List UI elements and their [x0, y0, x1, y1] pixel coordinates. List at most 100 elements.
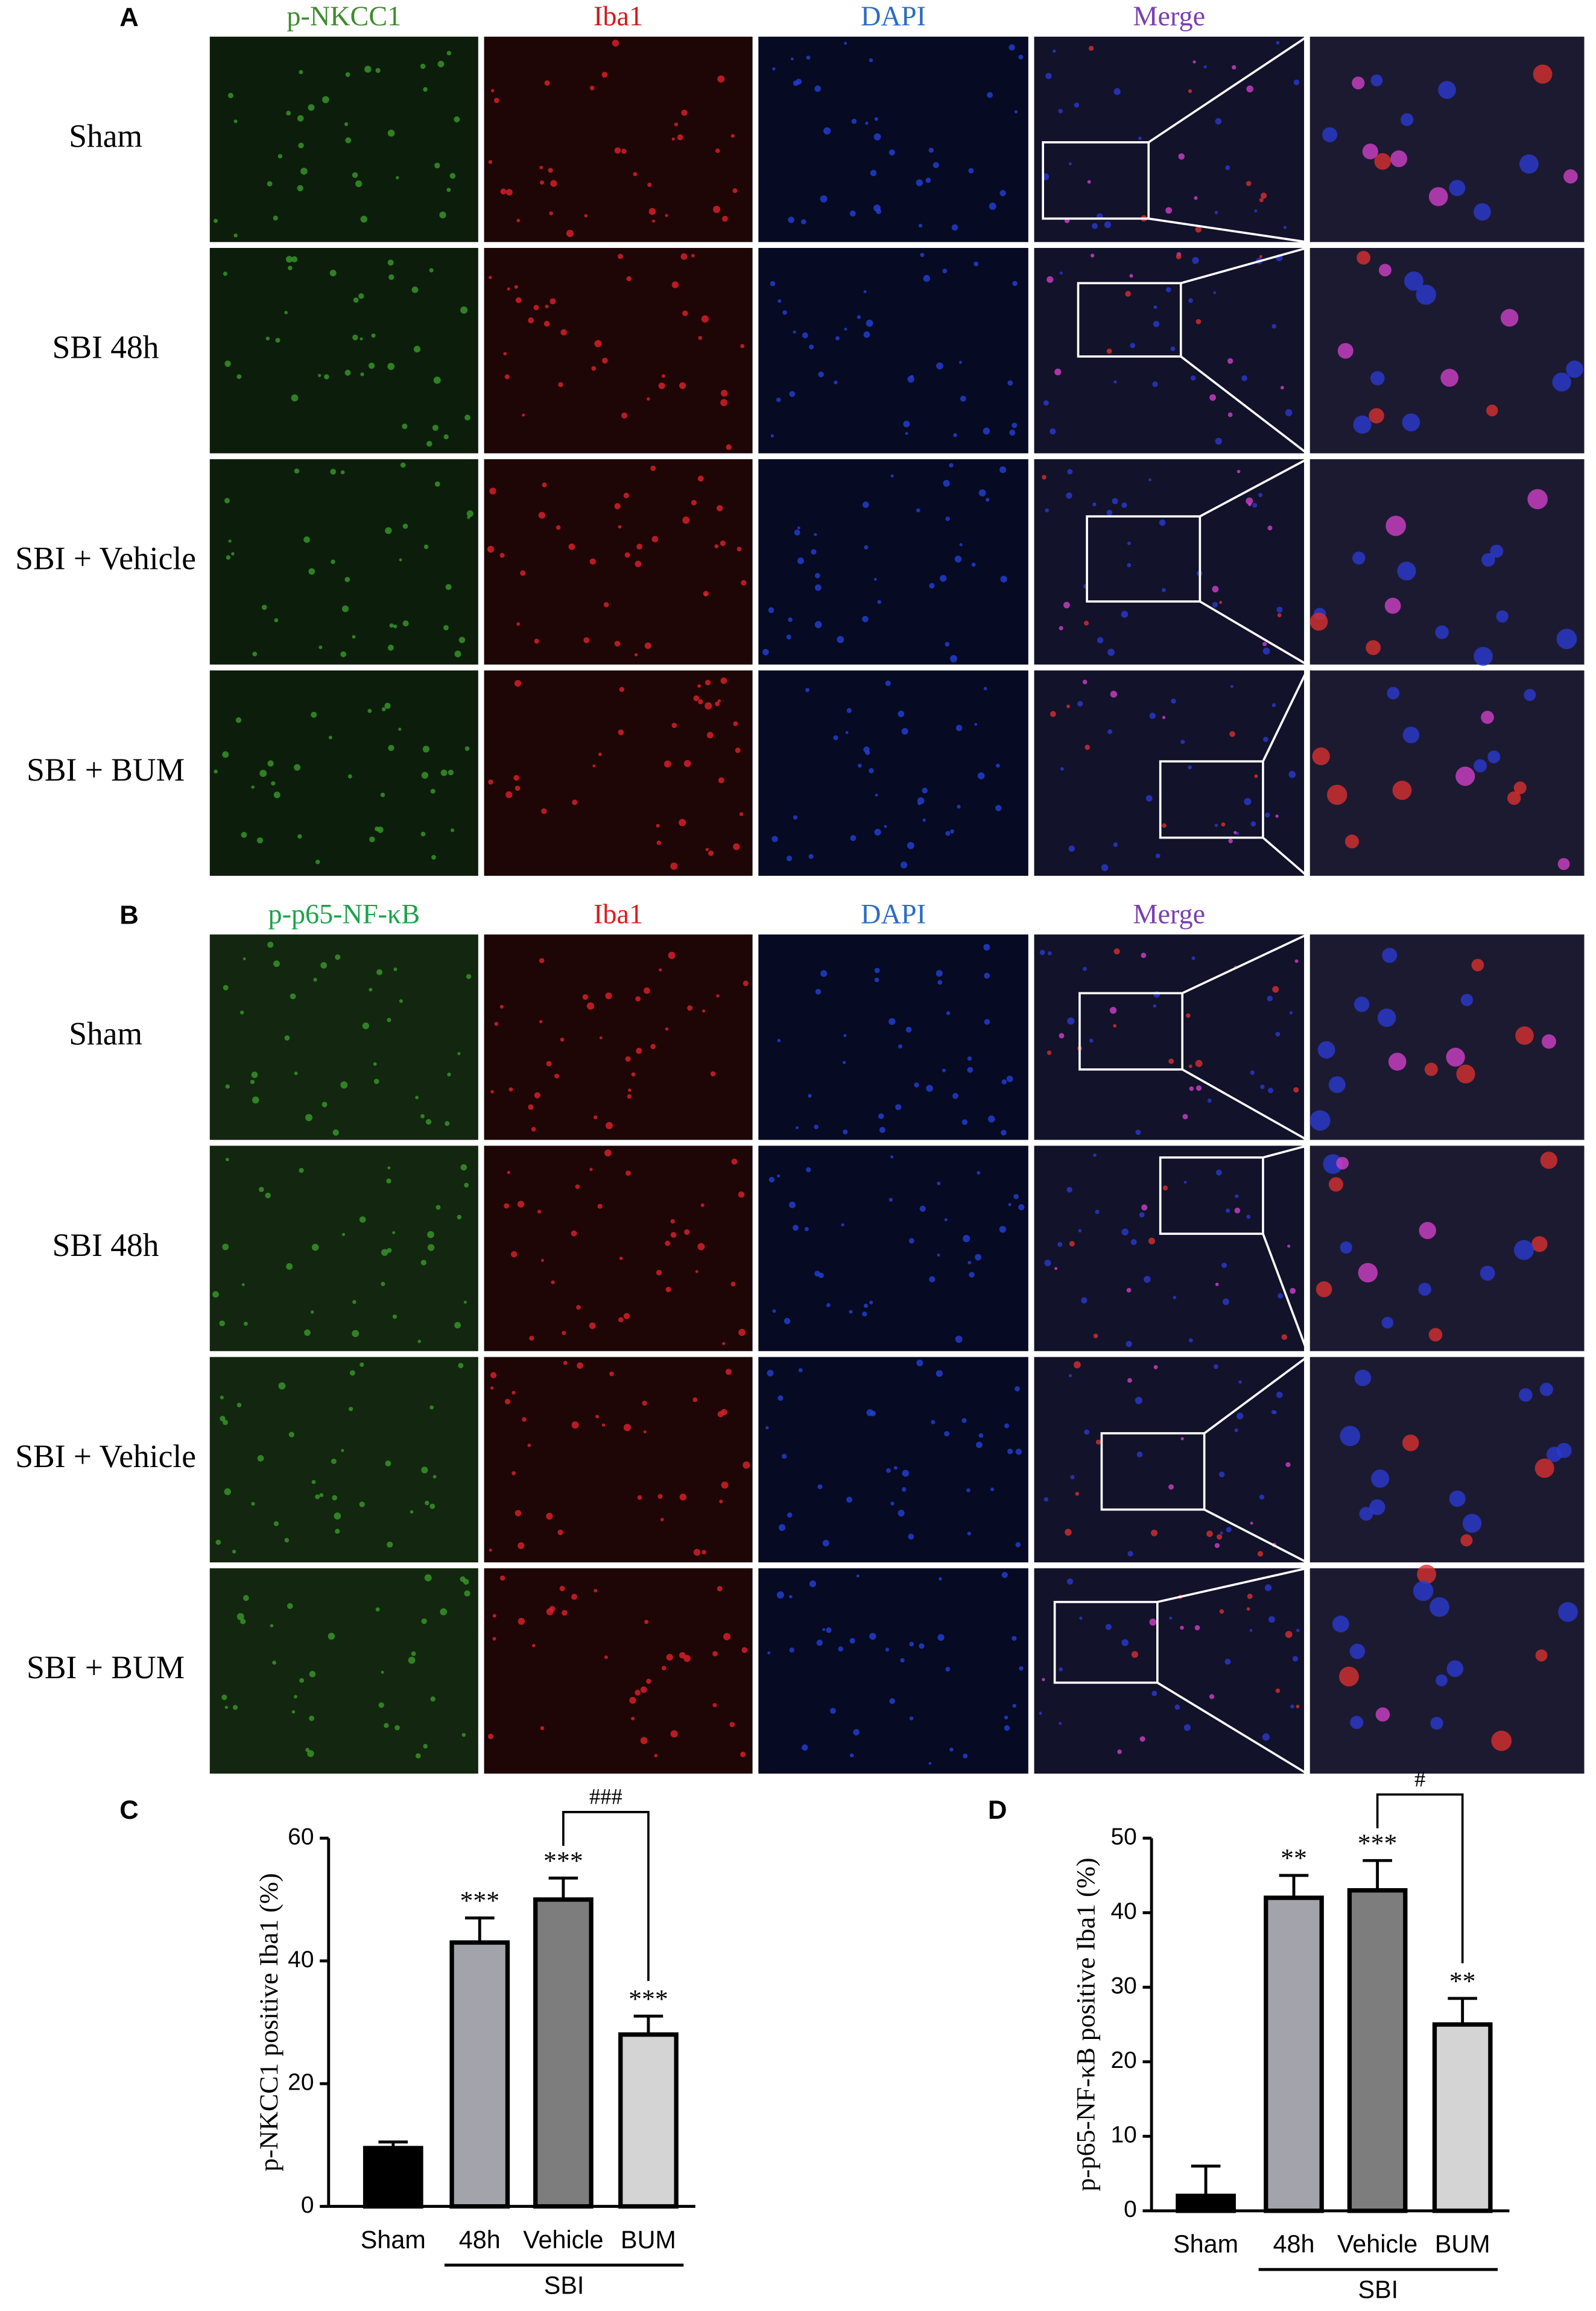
- zoom-box: [1159, 1156, 1264, 1235]
- cell: [533, 305, 539, 311]
- cell: [1015, 1542, 1021, 1548]
- group-label: SBI + BUM: [27, 1649, 185, 1685]
- cell: [1117, 1749, 1122, 1754]
- cell: [677, 134, 683, 141]
- zoom-line: [1262, 1144, 1308, 1159]
- cell: [844, 328, 847, 331]
- cell: [822, 1539, 829, 1547]
- cell: [1285, 1631, 1293, 1638]
- cell: [1481, 711, 1494, 724]
- cell: [1214, 211, 1218, 215]
- cell: [826, 1303, 831, 1307]
- cell: [308, 104, 315, 111]
- micrograph: [484, 934, 753, 1140]
- channel-label: Merge: [1133, 899, 1205, 930]
- cell: [937, 1253, 940, 1257]
- cell: [978, 1433, 984, 1438]
- cell: [328, 1632, 335, 1640]
- cell: [916, 1359, 923, 1366]
- cell: [1012, 281, 1018, 287]
- cell: [433, 376, 441, 384]
- cell: [348, 1407, 353, 1412]
- cell: [265, 336, 270, 341]
- micrograph: [1309, 934, 1585, 1140]
- cell: [540, 1258, 544, 1262]
- cell: [960, 395, 966, 402]
- y-tick-label: 10: [1110, 2122, 1136, 2148]
- cell: [225, 1158, 229, 1162]
- cell: [858, 763, 862, 768]
- cell: [303, 536, 310, 543]
- cell: [334, 1512, 341, 1520]
- cell: [272, 1660, 277, 1665]
- cell: [1369, 1499, 1385, 1515]
- cell: [625, 1056, 631, 1062]
- cell: [437, 60, 445, 68]
- cell: [505, 189, 513, 196]
- cell: [239, 1010, 244, 1015]
- cell: [1107, 648, 1115, 656]
- cell: [1162, 1185, 1168, 1191]
- cell: [385, 527, 392, 534]
- cell: [772, 1309, 776, 1313]
- cell: [1354, 997, 1370, 1012]
- cell: [936, 1370, 943, 1377]
- cell: [1378, 264, 1392, 277]
- cell: [1126, 1287, 1132, 1293]
- cell: [539, 165, 543, 170]
- cell: [650, 465, 656, 471]
- cell: [1082, 679, 1088, 685]
- cell: [446, 51, 452, 55]
- cell: [788, 217, 794, 223]
- cell: [770, 281, 776, 287]
- cell: [784, 1317, 791, 1325]
- cell: [797, 526, 800, 530]
- cell: [458, 636, 466, 644]
- group-label: SBI: [544, 2271, 584, 2299]
- cell: [284, 1035, 290, 1041]
- cell: [633, 172, 638, 177]
- cell: [1054, 1267, 1058, 1270]
- cell: [718, 777, 724, 784]
- y-tick-label: 20: [288, 2069, 314, 2095]
- cell: [571, 1594, 578, 1600]
- cell: [916, 508, 920, 513]
- cell: [430, 788, 435, 794]
- cell: [545, 305, 549, 309]
- cell: [786, 855, 793, 861]
- cell: [528, 317, 534, 324]
- cell: [359, 1501, 365, 1507]
- cell: [1092, 502, 1097, 507]
- cell: [1209, 1694, 1215, 1699]
- zoom-box: [1077, 282, 1182, 358]
- cell: [309, 1716, 315, 1721]
- cell: [367, 709, 372, 713]
- cell: [797, 557, 804, 565]
- cell: [330, 469, 337, 475]
- cell: [849, 1310, 853, 1314]
- bar: [1432, 2022, 1493, 2213]
- cell: [352, 334, 358, 341]
- cell: [394, 1725, 400, 1731]
- cell: [494, 1021, 499, 1026]
- cell: [319, 1493, 324, 1497]
- cell: [954, 556, 962, 563]
- cell: [789, 1201, 796, 1208]
- cell: [1487, 750, 1501, 764]
- bar: [449, 1940, 510, 2209]
- cell: [294, 1694, 297, 1699]
- cell: [344, 122, 349, 126]
- cell: [1276, 41, 1280, 45]
- cell: [1050, 428, 1056, 435]
- cell: [1012, 422, 1018, 428]
- cell: [674, 122, 679, 127]
- cell: [790, 57, 794, 61]
- cell: [373, 1062, 377, 1066]
- cell: [583, 637, 590, 644]
- cell: [986, 498, 990, 502]
- cell: [900, 861, 908, 869]
- cell: [701, 315, 709, 323]
- cell: [267, 942, 274, 948]
- cell: [1285, 1462, 1291, 1468]
- zoom-box: [1086, 515, 1202, 603]
